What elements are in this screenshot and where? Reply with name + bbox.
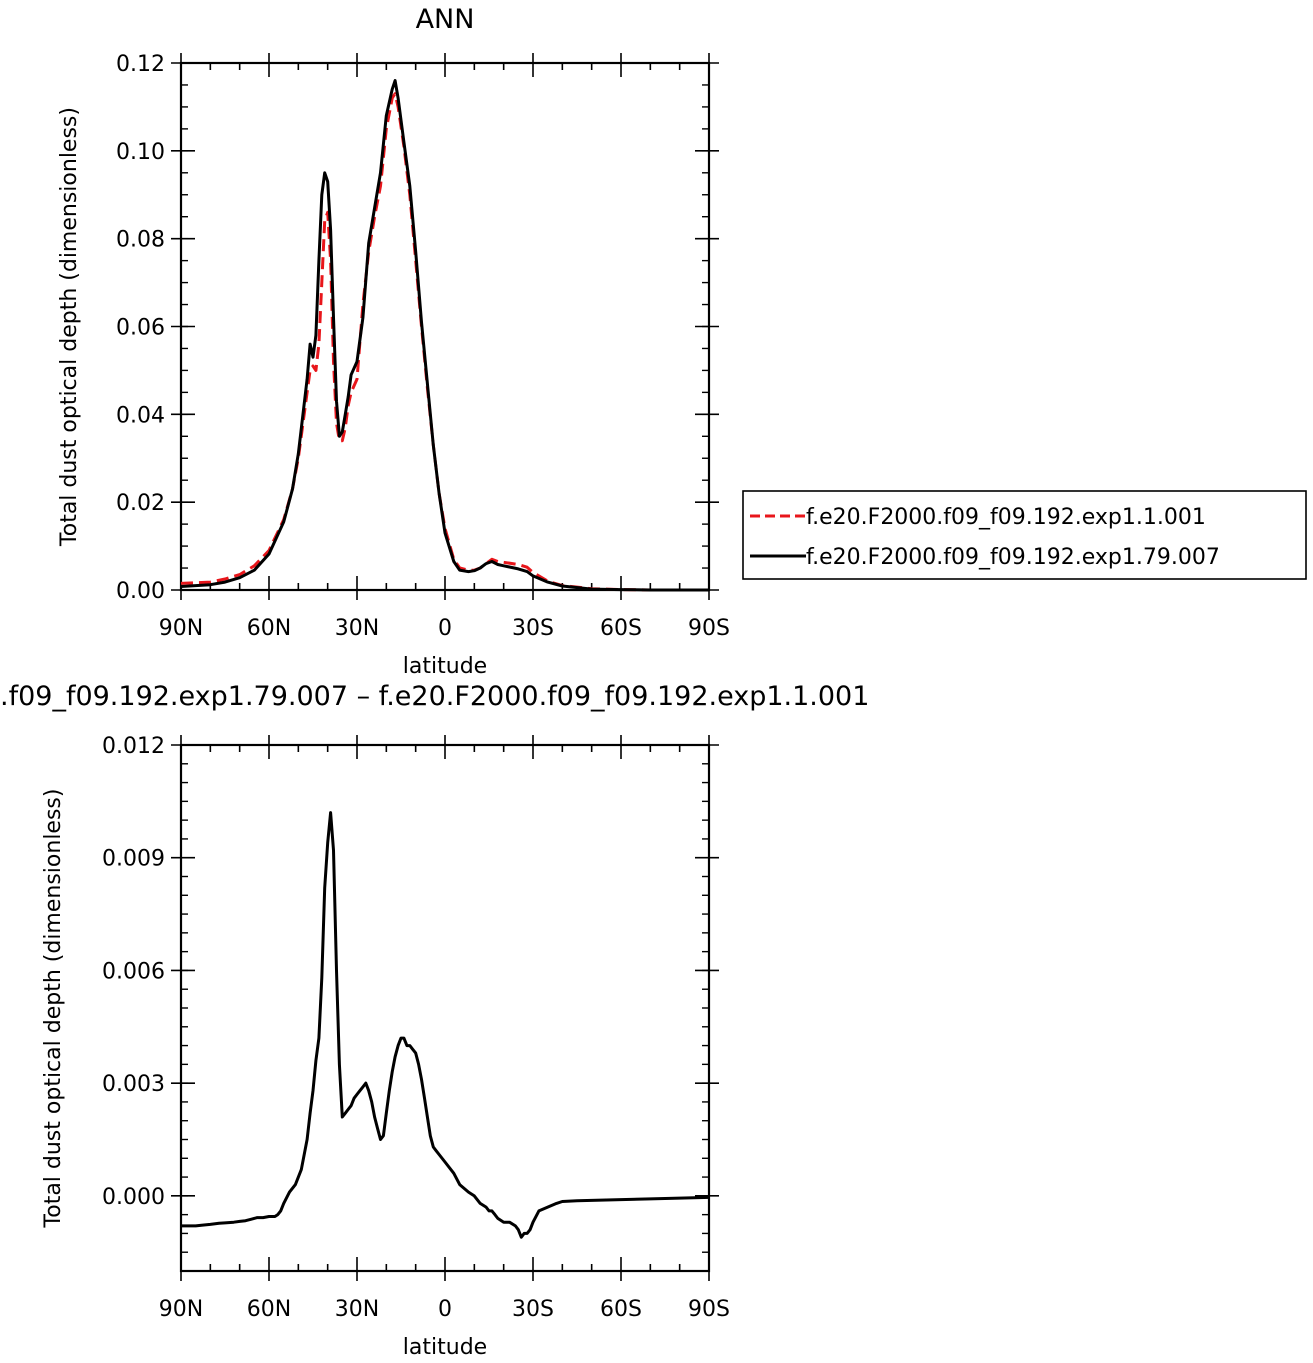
y-tick-label: 0.000	[102, 1185, 165, 1210]
x-tick-label: 30S	[512, 1297, 554, 1322]
y-axis-label: Total dust optical depth (dimensionless)	[57, 107, 82, 547]
y-tick-label: 0.003	[102, 1072, 165, 1097]
y-tick-label: 0.009	[102, 847, 165, 872]
plot-frame	[179, 743, 711, 1273]
y-tick-label: 0.02	[116, 491, 165, 516]
y-tick-label: 0.04	[116, 403, 165, 428]
x-tick-label: 90S	[688, 616, 730, 641]
x-tick-label: 60S	[600, 616, 642, 641]
y-tick-label: 0.00	[116, 579, 165, 604]
chart-title: ANN	[416, 4, 475, 35]
x-axis-label: latitude	[403, 1335, 487, 1360]
chart-title: .f09_f09.192.exp1.79.007 – f.e20.F2000.f…	[0, 681, 869, 712]
y-tick-label: 0.10	[116, 140, 165, 165]
legend-label: f.e20.F2000.f09_f09.192.exp1.1.001	[806, 505, 1206, 530]
y-tick-label: 0.08	[116, 228, 165, 253]
legend-label: f.e20.F2000.f09_f09.192.exp1.79.007	[806, 545, 1220, 570]
legend: f.e20.F2000.f09_f09.192.exp1.1.001 f.e20.…	[742, 490, 1307, 580]
bottom-chart: .f09_f09.192.exp1.79.007 – f.e20.F2000.f…	[0, 681, 869, 1360]
y-tick-label: 0.06	[116, 316, 165, 341]
x-axis-label: latitude	[403, 654, 487, 679]
series-line-1	[181, 811, 710, 1239]
x-tick-label: 60N	[247, 616, 291, 641]
x-tick-label: 0	[438, 1297, 452, 1322]
x-tick-label: 90N	[159, 1297, 203, 1322]
series-line-2	[180, 79, 709, 592]
x-tick-label: 90N	[159, 616, 203, 641]
plot-frame	[179, 61, 711, 592]
x-tick-label: 0	[438, 616, 452, 641]
x-tick-label: 90S	[688, 1297, 730, 1322]
x-tick-label: 30N	[335, 1297, 379, 1322]
y-tick-label: 0.006	[102, 959, 165, 984]
x-tick-label: 60S	[600, 1297, 642, 1322]
x-tick-label: 30S	[512, 616, 554, 641]
y-axis-label: Total dust optical depth (dimensionless)	[41, 789, 66, 1229]
y-tick-label: 0.012	[102, 734, 165, 759]
series-line-1	[180, 92, 709, 592]
y-tick-label: 0.12	[116, 52, 165, 77]
legend-box	[742, 490, 1307, 580]
x-tick-label: 30N	[335, 616, 379, 641]
x-tick-label: 60N	[247, 1297, 291, 1322]
top-chart: ANN 90N 60N 30N 0 30S 60S 90S latitude 0.00 0.02 0.…	[57, 4, 730, 679]
